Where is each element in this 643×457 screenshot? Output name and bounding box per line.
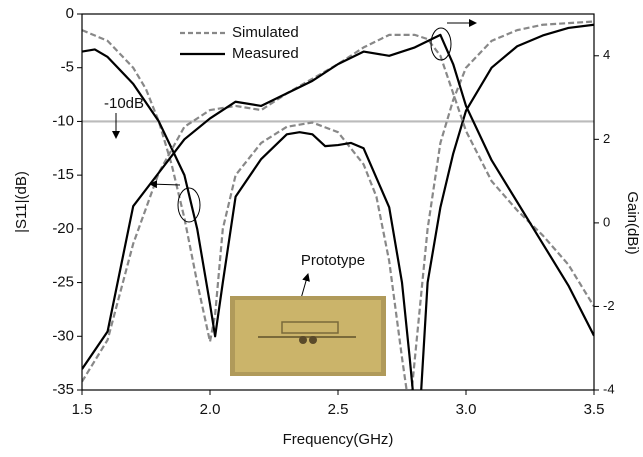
y2-tick-label: 2 [603,131,610,146]
y2-tick-label: -4 [603,381,615,396]
x-tick-label: 3.0 [456,401,477,418]
x-axis-label: Frequency(GHz) [283,431,394,448]
ref-label: -10dB [104,95,144,112]
legend-label: Simulated [232,24,299,41]
y-tick-label: -5 [61,59,74,76]
x-tick-label: 2.5 [328,401,349,418]
x-tick-label: 1.5 [72,401,93,418]
y-tick-label: -30 [52,327,74,344]
series-line [82,33,594,383]
y-tick-label: -35 [52,381,74,398]
series-line [82,33,594,370]
y-tick-label: -25 [52,274,74,291]
y-tick-label: 0 [66,5,74,22]
marker-ellipse [177,187,201,223]
y2-tick-label: 4 [603,47,610,62]
y2-tick-label: -2 [603,298,615,313]
legend-label: Measured [232,45,299,62]
series-line [82,23,594,390]
prototype-photo [230,296,386,376]
y2-tick-label: 0 [603,214,610,229]
y-tick-label: -10 [52,112,74,129]
y2-axis-label: Gain(dBi) [624,191,641,254]
inset-label: Prototype [301,252,365,269]
x-tick-label: 3.5 [584,401,605,418]
x-tick-label: 2.0 [200,401,221,418]
y-axis-label: |S11|(dB) [13,171,30,233]
series-line [82,20,594,390]
y-tick-label: -15 [52,166,74,183]
y-tick-label: -20 [52,220,74,237]
marker-ellipse [430,27,452,61]
arrow [149,180,181,189]
